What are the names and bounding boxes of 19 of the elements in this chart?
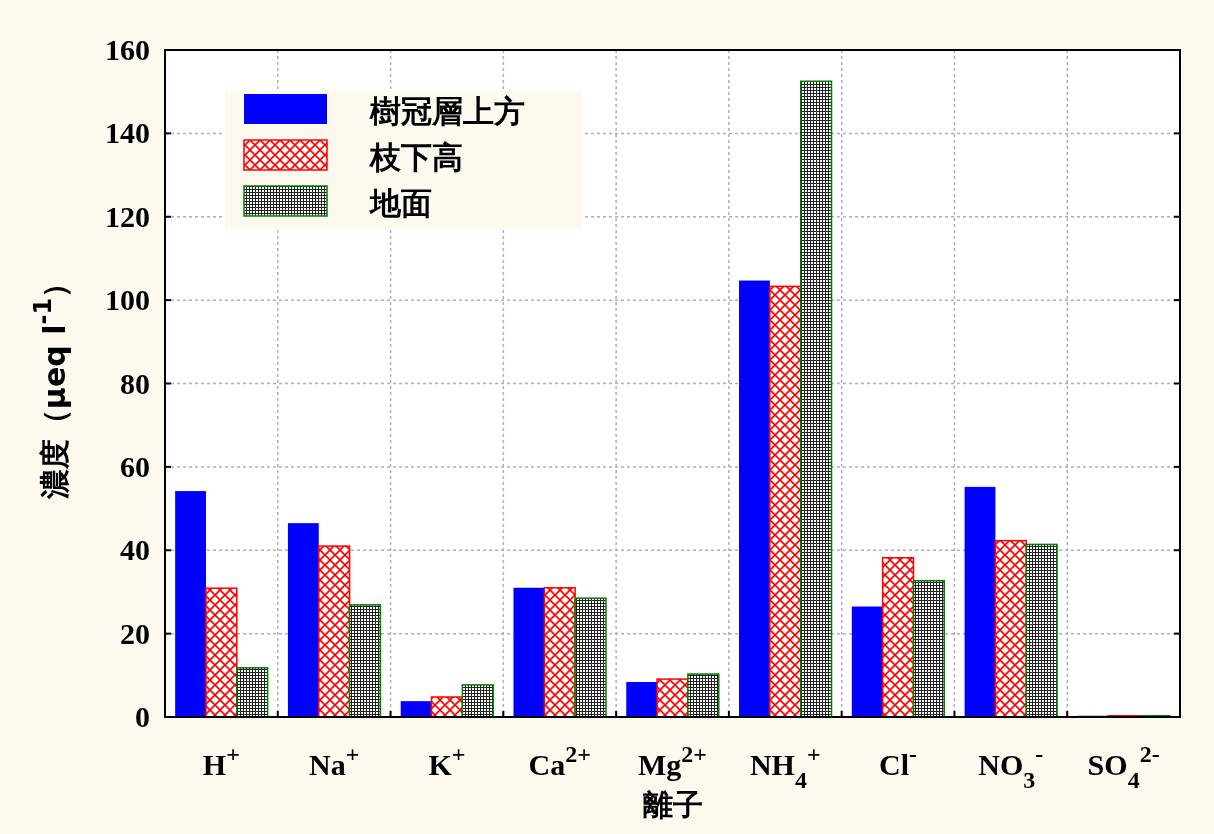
y-tick-label: 140 (105, 116, 150, 150)
y-tick-label: 0 (135, 700, 150, 733)
x-tick-label: Cl$^{-}$ (879, 741, 918, 781)
x-tick-label: Ca$^{2+}$ (528, 741, 591, 781)
y-tick-label: 80 (120, 366, 150, 400)
y-tick-label: 120 (105, 199, 150, 233)
legend-label: 樹冠層上方 (369, 93, 525, 129)
y-tick-label: 100 (105, 283, 150, 317)
x-tick-label: Na$^{+}$ (308, 741, 360, 781)
y-tick-label: 160 (105, 33, 150, 66)
x-tick-label: H$^{+}$ (202, 741, 240, 781)
y-tick-label: 40 (120, 533, 150, 567)
x-axis-title: 離子 (641, 787, 703, 822)
x-tick-label: K$^{+}$ (428, 741, 466, 781)
legend-label: 地面 (368, 185, 432, 221)
y-tick-label: 20 (120, 616, 150, 650)
x-tick-label: Mg$^{2+}$ (637, 741, 708, 781)
y-tick-label: 60 (120, 449, 150, 483)
legend-label: 枝下高 (369, 139, 463, 175)
